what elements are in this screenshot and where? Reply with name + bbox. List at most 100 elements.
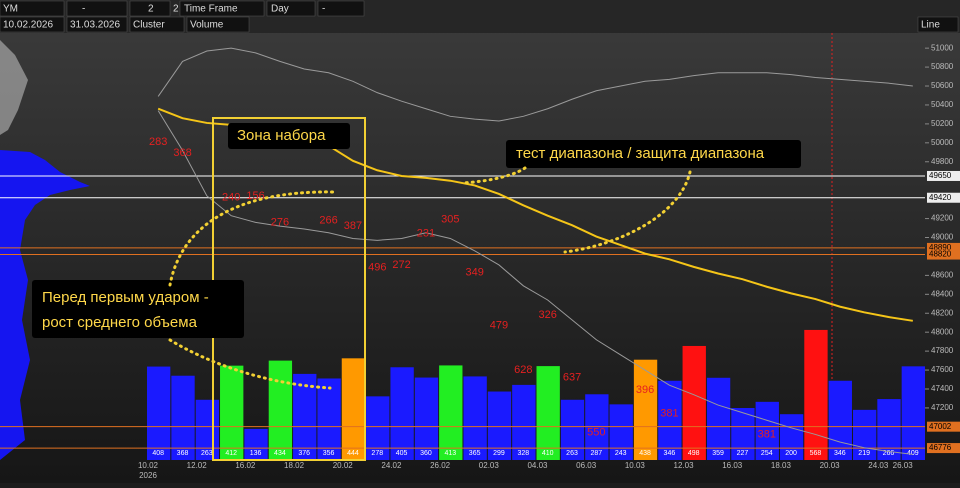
volume-label: 200 — [785, 450, 797, 457]
volume-bar — [609, 404, 633, 460]
level-tag — [927, 443, 960, 454]
volume-label: 254 — [761, 450, 773, 457]
annotation-box — [228, 123, 350, 149]
chart-mode-box[interactable] — [129, 16, 185, 33]
cluster-label: 272 — [392, 259, 410, 271]
x-tick-label: 10.02 — [138, 461, 159, 470]
volume-bar — [755, 401, 779, 460]
volume-bar — [633, 359, 658, 460]
volume-bar — [536, 366, 560, 460]
y-tick-label: 47200 — [931, 403, 954, 412]
count: 2 — [148, 4, 154, 15]
timeframe-box[interactable] — [266, 0, 316, 17]
y-tick-label: 49000 — [931, 233, 954, 242]
cluster-label: 628 — [514, 364, 532, 376]
volume-label: 243 — [615, 450, 627, 457]
volume-bar — [244, 428, 268, 460]
band-line — [157, 110, 913, 455]
volume-bar — [731, 408, 755, 460]
x-tick-label: 02.03 — [479, 461, 500, 470]
volume-label: 328 — [517, 450, 529, 457]
volume-label: 410 — [542, 450, 554, 457]
volume-label: 568 — [810, 450, 822, 457]
count-box[interactable] — [129, 0, 171, 17]
cluster-label: 231 — [417, 228, 435, 240]
volume-label: 136 — [250, 450, 262, 457]
level-label: 48890 — [929, 243, 952, 252]
volume-label: 356 — [323, 450, 335, 457]
x-tick-label: 16.02 — [235, 461, 256, 470]
y-tick-label: 50200 — [931, 119, 954, 128]
volume-label: 368 — [177, 450, 189, 457]
volume-bar — [414, 377, 439, 460]
volume-bar — [341, 358, 366, 460]
symbol-box[interactable] — [0, 0, 65, 17]
x-tick-label: 04.03 — [527, 461, 548, 470]
volume-label: 346 — [664, 450, 676, 457]
volume-label: 287 — [591, 450, 603, 457]
line-mode: Line — [921, 20, 940, 31]
end-date-box[interactable] — [66, 16, 128, 33]
level-label: 48820 — [929, 250, 952, 259]
annotation-box — [32, 280, 244, 338]
volume-bar — [390, 367, 414, 460]
volume-label: 409 — [907, 450, 919, 457]
line-mode-box[interactable] — [917, 16, 959, 33]
volume-label: 346 — [834, 450, 846, 457]
y-tick-label: 48400 — [931, 289, 954, 298]
x-tick-label: 26.02 — [430, 461, 451, 470]
x-tick-label: 18.03 — [771, 461, 792, 470]
x-tick-label: 20.02 — [333, 461, 354, 470]
band-line — [157, 47, 913, 122]
level-tag — [927, 170, 960, 181]
x-tick-label: 20.03 — [820, 461, 841, 470]
volume-bar — [366, 396, 390, 460]
volume-bar — [439, 365, 463, 460]
timeframe-label-box[interactable] — [179, 0, 265, 17]
x-tick-label: 24.03 — [868, 461, 889, 470]
cluster-label: 381 — [660, 408, 678, 420]
cluster-label: 276 — [271, 216, 289, 228]
x-tick-label: 18.02 — [284, 461, 305, 470]
x-tick-label: 10.03 — [625, 461, 646, 470]
y-tick-label: 50600 — [931, 81, 954, 90]
volume-bar — [682, 345, 706, 460]
y-tick-label: 47400 — [931, 384, 954, 393]
volume-bar — [171, 375, 195, 460]
cluster-label: 266 — [319, 214, 337, 226]
volume-bar — [877, 399, 901, 460]
volume-label: 263 — [201, 450, 213, 457]
field-box[interactable] — [66, 0, 128, 17]
volume-bar — [317, 378, 341, 460]
level-tag — [927, 249, 960, 260]
count-step: 2 — [173, 4, 179, 15]
y-tick-label: 50000 — [931, 138, 954, 147]
annotation: тест диапазона / защита диапазона — [516, 145, 765, 162]
cluster-mode-box[interactable] — [186, 16, 250, 33]
chart-mode: Cluster — [133, 20, 165, 31]
volume-label: 299 — [493, 450, 505, 457]
symbol: YM — [3, 4, 18, 15]
x-tick-label: 06.03 — [576, 461, 597, 470]
annotation-box — [506, 140, 801, 168]
level-tag — [927, 242, 960, 253]
volume-label: 227 — [737, 450, 749, 457]
cluster-label: 326 — [538, 309, 556, 321]
field-box[interactable] — [317, 0, 365, 17]
volume-label: 376 — [298, 450, 310, 457]
y-tick-label: 50800 — [931, 62, 954, 71]
volume-bar — [901, 366, 925, 460]
volume-bar — [220, 365, 244, 460]
timeframe-label: Time Frame — [184, 4, 238, 15]
volume-bar — [852, 409, 877, 460]
cluster-label: 396 — [636, 384, 654, 396]
cluster-label: 283 — [149, 136, 167, 148]
start-date-box[interactable] — [0, 16, 65, 33]
y-tick-label: 50400 — [931, 100, 954, 109]
volume-bar — [147, 366, 171, 460]
field: - — [82, 4, 85, 15]
volume-label: 359 — [712, 450, 724, 457]
cluster-label: 637 — [563, 372, 581, 384]
field: - — [322, 4, 325, 15]
